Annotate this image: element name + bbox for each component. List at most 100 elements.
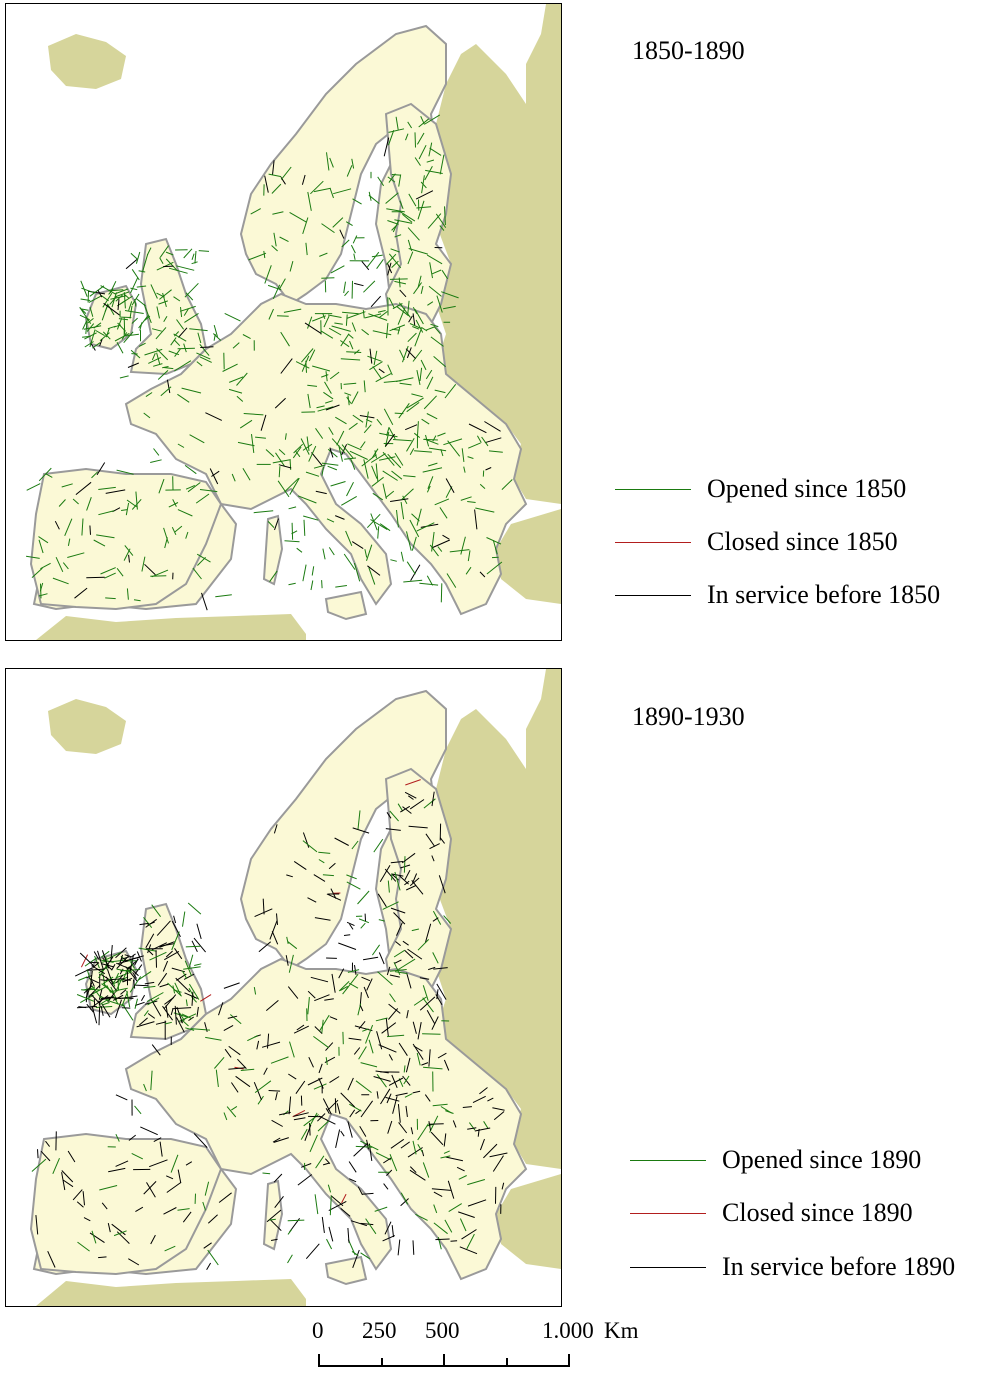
rail-segment-opened [387,453,402,469]
rail-segment-opened [309,1112,318,1127]
rail-segment-opened [130,287,138,291]
rail-segment-in-service [479,571,486,578]
rail-segment-opened [110,959,124,963]
rail-segment-in-service [37,1149,39,1159]
rail-segment-in-service [487,1097,494,1102]
rail-segment-in-service [348,1037,362,1041]
rail-segment-in-service [128,554,130,563]
rail-segment-opened [287,1229,293,1235]
rail-segment-in-service [334,837,349,846]
rail-segment-in-service [412,1021,417,1034]
rail-segment-opened [365,1024,374,1044]
rail-segment-opened [376,1074,387,1088]
rail-segment-opened [349,1103,362,1112]
rail-segment-opened [406,401,420,413]
rail-segment-opened [143,1083,147,1092]
rail-segment-opened [439,225,445,231]
rail-segment-opened [363,280,376,293]
rail-segment-in-service [406,347,412,359]
rail-segment-opened [187,482,201,493]
rail-segment-opened [322,313,326,319]
rail-segment-opened [325,371,328,382]
rail-segment-opened [284,477,299,493]
rail-segment-opened [407,239,413,252]
rail-segment-opened [52,577,69,585]
rail-segment-opened [81,518,84,536]
rail-segment-opened [339,985,348,992]
rail-segment-opened [136,285,147,288]
rail-segment-in-service [144,981,155,985]
rail-segment-in-service [293,1112,309,1117]
rail-segment-opened [416,1052,421,1066]
rail-segment-in-service [386,812,392,819]
rail-segment-opened [289,459,292,470]
rail-segment-opened [231,473,236,482]
rail-segment-opened [99,1185,118,1191]
rail-segment-opened [272,284,281,300]
rail-segment-opened [389,993,396,1003]
rail-segment-in-service [366,978,373,991]
period-label-1850-1890: 1850-1890 [632,36,745,65]
rail-segment-in-service [74,587,88,599]
rail-segment-opened [179,305,196,312]
rail-segment-opened [437,546,443,552]
rail-segment-opened [291,522,294,540]
map-panel-1850-1890 [5,3,562,641]
rail-segment-in-service [324,1158,331,1165]
rail-segment-opened [467,550,471,562]
rail-segment-opened [138,270,146,273]
rail-segment-in-service [445,478,455,494]
rail-segment-opened [134,298,137,307]
rail-segment-opened [92,342,101,349]
rail-segment-opened [417,1144,423,1153]
rail-segment-opened [84,341,94,348]
rail-segment-opened [407,332,417,343]
rail-segment-opened [151,904,162,917]
rail-segment-in-service [388,1077,404,1086]
rail-segment-in-service [205,412,223,421]
rail-segment-opened [319,252,328,257]
rail-segment-in-service [115,1160,129,1167]
railway-network-1850-1890 [26,114,513,611]
rail-segment-opened [101,960,109,963]
rail-segment-in-service [203,1242,212,1249]
rail-segment-in-service [87,968,106,971]
rail-segment-in-service [136,951,142,962]
rail-segment-opened [185,531,189,539]
rail-segment-opened [407,251,414,265]
rail-segment-in-service [134,1001,145,1006]
rail-segment-opened [307,316,313,329]
rail-segment-in-service [395,941,401,946]
rail-segment-in-service [347,1121,353,1138]
rail-segment-in-service [387,1120,393,1134]
rail-segment-opened [307,393,311,409]
rail-segment-opened [278,449,286,456]
rail-segment-in-service [359,1125,367,1137]
rail-segment-in-service [99,339,103,347]
rail-segment-in-service [347,1227,350,1243]
rail-segment-opened [302,443,313,451]
rail-segment-in-service [354,965,357,975]
rail-segment-in-service [370,295,382,308]
scale-unit: Km [604,1318,639,1343]
rail-segment-opened [360,1140,379,1151]
rail-segment-in-service [339,229,345,239]
rail-segment-in-service [459,1246,478,1255]
rail-segment-in-service [402,940,409,946]
rail-segment-opened [391,260,399,268]
rail-segment-in-service [351,541,364,550]
rail-segment-opened [403,856,406,873]
rail-segment-opened [176,319,185,330]
rail-segment-opened [289,260,294,272]
rail-segment-opened [125,502,130,516]
rail-segment-opened [158,300,168,305]
rail-segment-in-service [301,174,306,185]
rail-segment-in-service [412,1043,424,1060]
rail-segment-in-service [227,1015,238,1019]
rail-segment-in-service [119,968,124,975]
period-label-1890-1930: 1890-1930 [632,702,745,731]
rail-segment-in-service [74,967,93,977]
rail-segment-opened [407,227,420,241]
rail-segment-opened [145,392,153,398]
rail-segment-opened [443,305,456,310]
